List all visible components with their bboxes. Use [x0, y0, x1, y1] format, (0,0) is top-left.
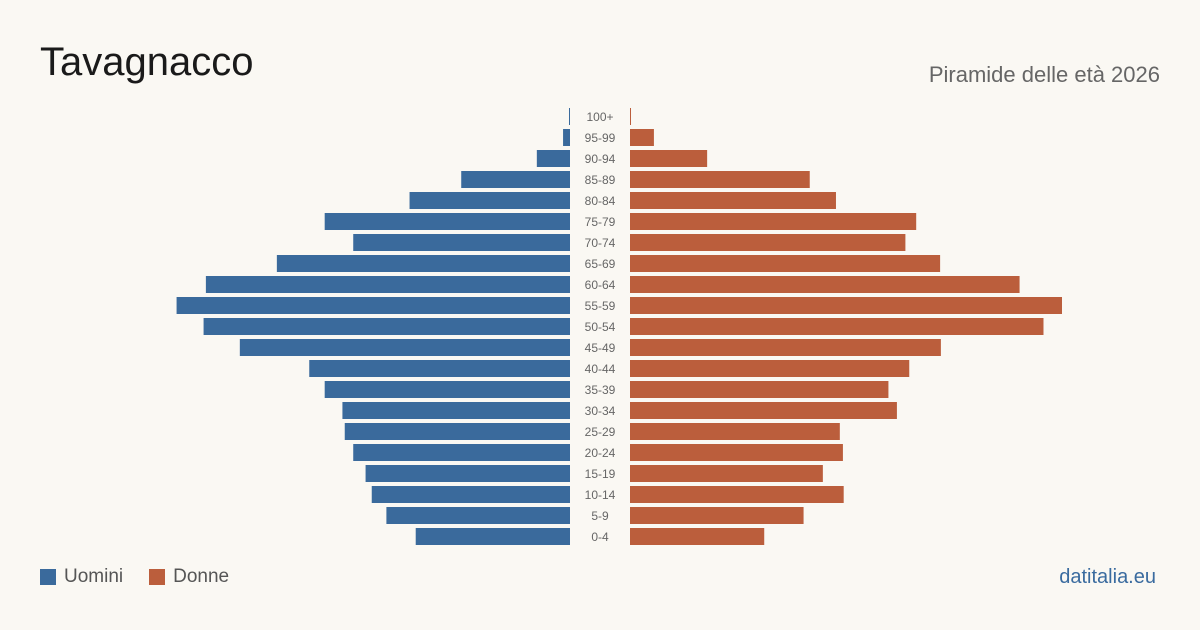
bar-men-45-49 — [239, 339, 571, 356]
bar-women-90-94 — [630, 150, 708, 167]
bar-men-60-64 — [205, 276, 570, 293]
legend-item-women: Donne — [149, 566, 229, 588]
age-label-5-9: 5-9 — [591, 509, 609, 523]
bar-women-20-24 — [630, 444, 843, 461]
legend-label-women: Donne — [173, 566, 230, 587]
age-label-65-69: 65-69 — [585, 257, 616, 271]
bar-women-0-4 — [630, 528, 765, 545]
bar-men-10-14 — [371, 486, 570, 503]
bar-men-20-24 — [353, 444, 570, 461]
bar-men-25-29 — [344, 423, 570, 440]
age-label-80-84: 80-84 — [585, 194, 616, 208]
age-label-10-14: 10-14 — [585, 488, 616, 502]
bar-men-75-79 — [324, 213, 570, 230]
bar-women-15-19 — [630, 465, 823, 482]
page-title: Tavagnacco — [40, 40, 254, 84]
bar-men-40-44 — [309, 360, 570, 377]
age-label-60-64: 60-64 — [585, 278, 616, 292]
bar-men-95-99 — [563, 129, 570, 146]
age-label-0-4: 0-4 — [591, 530, 609, 544]
bar-men-65-69 — [276, 255, 570, 272]
age-label-55-59: 55-59 — [585, 299, 616, 313]
age-label-95-99: 95-99 — [585, 131, 616, 145]
bar-women-95-99 — [630, 129, 654, 146]
age-label-30-34: 30-34 — [585, 404, 616, 418]
age-label-70-74: 70-74 — [585, 236, 616, 250]
bar-men-15-19 — [365, 465, 570, 482]
legend-label-men: Uomini — [64, 566, 124, 587]
bar-women-50-54 — [630, 318, 1044, 335]
bar-women-60-64 — [630, 276, 1020, 293]
bar-women-55-59 — [630, 297, 1062, 314]
bar-women-35-39 — [630, 381, 889, 398]
bar-men-0-4 — [415, 528, 570, 545]
age-label-35-39: 35-39 — [585, 383, 616, 397]
bar-men-55-59 — [176, 297, 571, 314]
age-label-75-79: 75-79 — [585, 215, 616, 229]
bar-women-80-84 — [630, 192, 836, 209]
bar-men-85-89 — [461, 171, 570, 188]
bar-men-30-34 — [342, 402, 570, 419]
bar-women-100plus — [630, 108, 631, 125]
age-label-45-49: 45-49 — [585, 341, 616, 355]
bar-men-5-9 — [386, 507, 570, 524]
bar-women-40-44 — [630, 360, 910, 377]
age-label-40-44: 40-44 — [585, 362, 616, 376]
bar-women-65-69 — [630, 255, 941, 272]
bar-women-75-79 — [630, 213, 917, 230]
bar-women-25-29 — [630, 423, 840, 440]
site-link[interactable]: datitalia.eu — [1059, 566, 1156, 588]
age-label-50-54: 50-54 — [585, 320, 616, 334]
bar-men-90-94 — [536, 150, 570, 167]
bar-women-5-9 — [630, 507, 804, 524]
bar-men-35-39 — [324, 381, 570, 398]
age-label-100plus: 100+ — [586, 110, 613, 124]
legend: Uomini Donne — [40, 566, 229, 588]
age-label-85-89: 85-89 — [585, 173, 616, 187]
bar-men-50-54 — [203, 318, 571, 335]
age-label-15-19: 15-19 — [585, 467, 616, 481]
bar-women-30-34 — [630, 402, 897, 419]
bar-women-85-89 — [630, 171, 810, 188]
bar-men-70-74 — [353, 234, 570, 251]
legend-swatch-men — [40, 569, 56, 585]
age-label-90-94: 90-94 — [585, 152, 616, 166]
bar-women-10-14 — [630, 486, 844, 503]
age-label-25-29: 25-29 — [585, 425, 616, 439]
legend-item-men: Uomini — [40, 566, 123, 588]
age-label-20-24: 20-24 — [585, 446, 616, 460]
bar-women-45-49 — [630, 339, 941, 356]
bar-women-70-74 — [630, 234, 906, 251]
bar-men-100plus — [569, 108, 570, 125]
chart-subtitle: Piramide delle età 2026 — [928, 62, 1160, 87]
bar-men-80-84 — [409, 192, 570, 209]
legend-swatch-women — [149, 569, 166, 585]
